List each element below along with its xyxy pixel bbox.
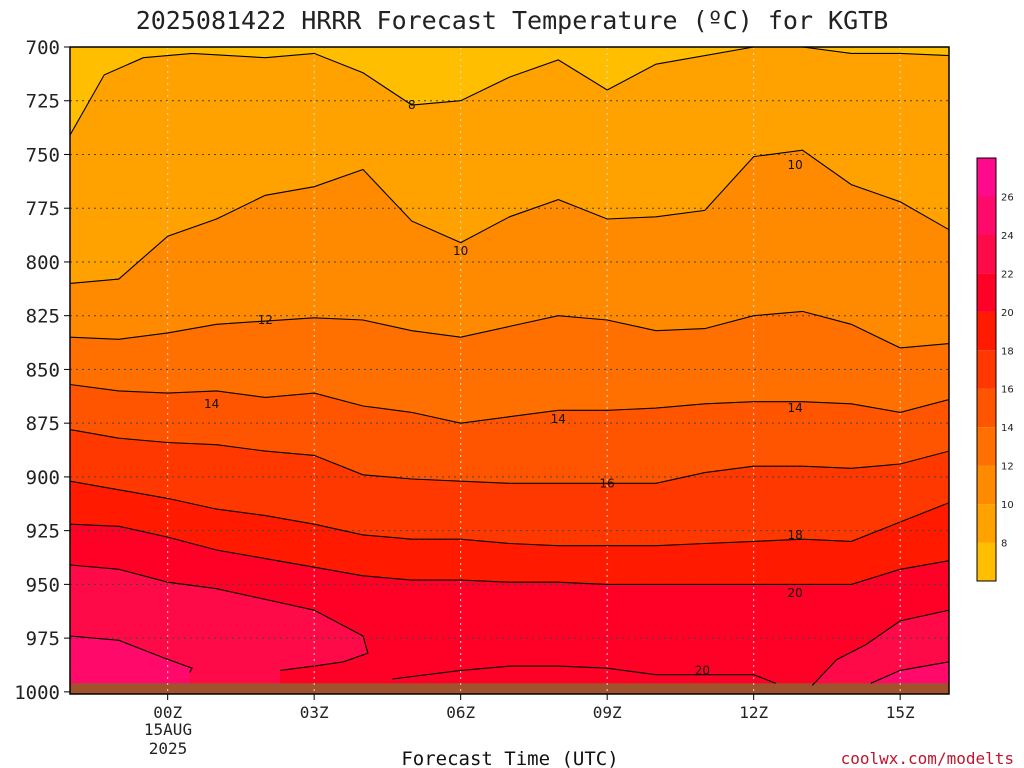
contour-label: 14: [551, 412, 566, 426]
colorbar-swatch: [977, 311, 996, 351]
isotherm-8: [70, 47, 754, 136]
x-tick-label: 00Z: [153, 703, 182, 722]
contour-label: 14: [788, 401, 803, 415]
y-tick-label: 975: [26, 628, 60, 650]
colorbar-tick-label: 16: [1001, 385, 1014, 396]
chart-title: 2025081422 HRRR Forecast Temperature (ºC…: [136, 6, 889, 35]
colorbar-swatch: [977, 234, 996, 274]
contour-label: 8: [408, 98, 416, 112]
colorbar-swatch: [977, 427, 996, 466]
x-date-year: 2025: [149, 739, 188, 758]
contour-label: 10: [788, 158, 803, 172]
y-tick-label: 800: [26, 252, 60, 274]
band-24-26-0: [70, 636, 193, 694]
colorbar-swatch: [977, 350, 996, 389]
x-tick-label: 06Z: [446, 703, 475, 722]
colorbar-tick-label: 12: [1001, 462, 1014, 473]
y-tick-label: 700: [26, 37, 60, 59]
x-tick-label: 09Z: [593, 703, 622, 722]
colorbar-tick-label: 14: [1001, 423, 1014, 434]
y-tick-label: 900: [26, 467, 60, 489]
y-tick-label: 775: [26, 198, 60, 220]
colorbar-swatch: [977, 273, 996, 312]
isotherm-18: [70, 480, 949, 547]
x-tick-label: 03Z: [300, 703, 329, 722]
contour-labels: 8 10 10 12 14 14 14 16 18 20 20: [204, 98, 803, 677]
colorbar-swatch: [977, 542, 996, 581]
contour-label: 18: [788, 528, 803, 542]
terrain-layer: [70, 683, 949, 694]
isotherm-lines: [70, 47, 949, 686]
isotherm-10: [70, 149, 949, 284]
y-tick-label: 875: [26, 413, 60, 435]
colorbar-swatch: [977, 388, 996, 428]
contour-label: 16: [600, 476, 615, 490]
colorbar-swatch: [977, 196, 996, 235]
colorbar-tick-label: 18: [1001, 346, 1014, 357]
isotherm-12: [70, 310, 949, 349]
colorbar-tick-label: 20: [1001, 308, 1014, 319]
contour-label: 14: [204, 397, 219, 411]
y-axis: 700 725 750 775 800 825 850 875 900 925 950 975 1000: [14, 37, 70, 704]
colorbar-tick-label: 26: [1001, 193, 1014, 204]
x-axis: 00Z 03Z 06Z 09Z 12Z 15Z: [153, 694, 915, 722]
grid-lines: [70, 47, 949, 694]
contour-label: 10: [453, 244, 468, 258]
terrain-strip: [70, 683, 949, 694]
isotherm-14: [70, 383, 949, 424]
x-tick-label: 15Z: [886, 703, 915, 722]
y-tick-label: 850: [26, 359, 60, 381]
colorbar-frame: [976, 157, 997, 582]
x-date-day: 15AUG: [144, 720, 192, 739]
colorbar-swatch: [977, 465, 996, 505]
y-tick-label: 825: [26, 306, 60, 328]
colorbar: 8 10 12 14 16 18 20 22 24 26: [976, 157, 1014, 582]
isotherm-20: [70, 523, 949, 585]
isotherm-24: [870, 661, 949, 684]
isotherm-22: [811, 609, 949, 686]
x-axis-label: Forecast Time (UTC): [401, 748, 618, 768]
isotherm-20: [392, 665, 776, 684]
y-tick-label: 950: [26, 574, 60, 596]
plot-frame: [69, 46, 950, 695]
colorbar-tick-label: 22: [1001, 269, 1014, 280]
isotherm-24: [70, 635, 193, 673]
isotherm-16: [70, 429, 949, 484]
x-tick-label: 12Z: [739, 703, 768, 722]
y-tick-label: 750: [26, 145, 60, 167]
contour-label: 20: [695, 663, 710, 677]
isotherm-8: [802, 47, 949, 57]
filled-contours: [70, 47, 949, 694]
y-tick-label: 725: [26, 91, 60, 113]
colorbar-swatch: [977, 158, 996, 197]
colorbar-tick-label: 8: [1001, 539, 1007, 550]
y-tick-label: 1000: [14, 682, 60, 704]
contour-label: 12: [258, 313, 273, 327]
plot-area: 8 10 10 12 14 14 14 16 18 20 20: [70, 47, 949, 694]
contour-label: 20: [788, 586, 803, 600]
credit-text: coolwx.com/modelts: [841, 749, 1014, 768]
colorbar-swatch: [977, 504, 996, 543]
isotherm-22: [70, 564, 369, 671]
colorbar-tick-label: 24: [1001, 231, 1014, 242]
y-tick-label: 925: [26, 521, 60, 543]
colorbar-tick-label: 10: [1001, 500, 1014, 511]
